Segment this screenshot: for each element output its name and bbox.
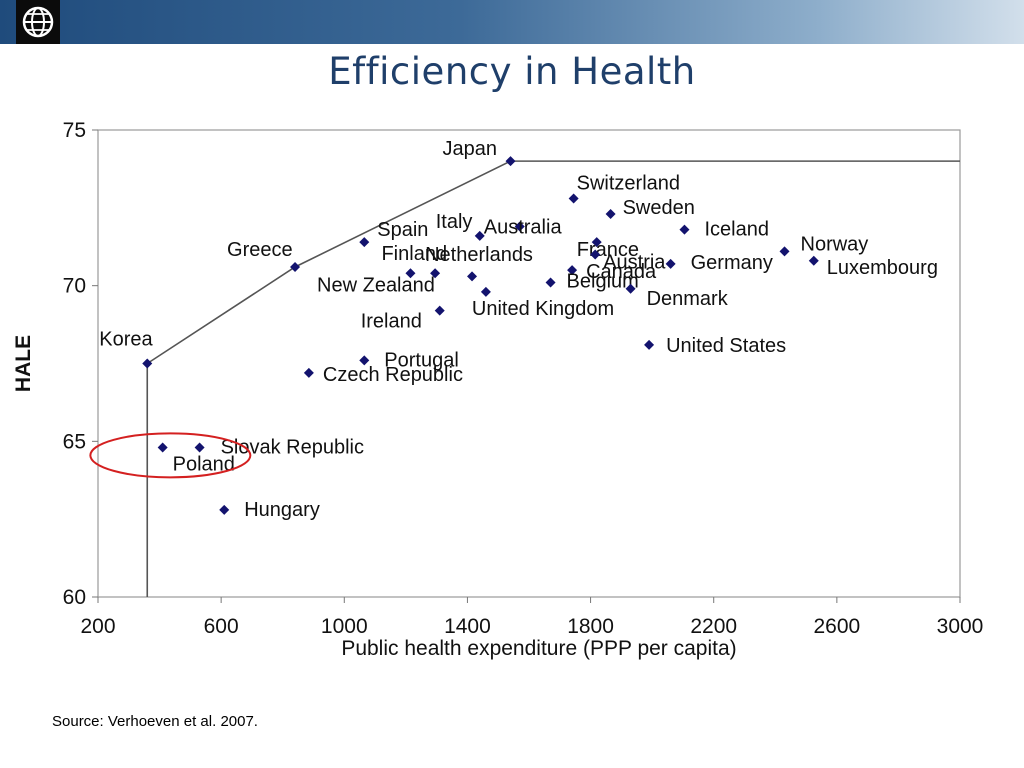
data-point (567, 265, 578, 276)
data-label: New Zealand (317, 274, 435, 296)
x-tick-label: 1400 (444, 615, 491, 638)
data-label: Austria (603, 252, 666, 274)
highlight-circle (89, 432, 252, 479)
data-label: Switzerland (577, 172, 680, 194)
y-tick-label: 60 (63, 586, 86, 609)
data-label: Portugal (384, 349, 459, 371)
data-label: Japan (443, 138, 498, 160)
source-note: Source: Verhoeven et al. 2007. (52, 713, 258, 730)
slide-title: Efficiency in Health (328, 50, 696, 93)
data-point (474, 230, 485, 241)
data-label: Czech Republic (323, 364, 463, 386)
data-point (157, 442, 168, 453)
data-point (590, 249, 601, 260)
y-axis-label: HALE (12, 335, 35, 392)
data-point (142, 358, 153, 369)
x-tick-label: 3000 (937, 615, 984, 638)
data-label: Netherlands (425, 244, 533, 266)
data-label: Italy (436, 211, 473, 233)
data-point (219, 504, 230, 515)
data-label: Belgium (567, 271, 639, 293)
x-tick-label: 2600 (813, 615, 860, 638)
x-tick-label: 1000 (321, 615, 368, 638)
data-point (808, 255, 819, 266)
data-label: Ireland (361, 311, 422, 333)
data-point (359, 237, 370, 248)
data-label: Finland (381, 243, 447, 265)
y-tick-label: 65 (63, 430, 86, 453)
x-tick-label: 600 (204, 615, 239, 638)
data-label: Australia (484, 217, 563, 239)
data-label: Greece (227, 239, 293, 261)
data-label: Germany (691, 252, 773, 274)
x-tick-label: 200 (80, 615, 115, 638)
x-axis-label: Public health expenditure (PPP per capit… (341, 637, 736, 660)
data-point (679, 224, 690, 235)
data-label: Hungary (244, 499, 320, 521)
data-point (568, 193, 579, 204)
data-label: United Kingdom (472, 298, 614, 320)
scatter-chart: 60 65 70 75 200 600 1000 1400 1800 2200 2600 3000 Pu… (12, 119, 984, 660)
data-label: Denmark (647, 288, 729, 310)
globe-icon (22, 6, 54, 38)
data-point (359, 355, 370, 366)
data-point (467, 271, 478, 282)
world-bank-logo (16, 0, 60, 44)
data-label: Canada (586, 261, 657, 283)
data-point (605, 209, 616, 220)
data-point (194, 442, 205, 453)
data-point (625, 283, 636, 294)
data-point (545, 277, 556, 288)
y-tick-label: 70 (63, 275, 86, 298)
data-label: Luxembourg (827, 257, 938, 279)
data-point (303, 367, 314, 378)
y-tick-label: 75 (63, 119, 86, 142)
header-bar (0, 0, 1024, 44)
data-label: Iceland (704, 219, 769, 241)
plot-frame (97, 129, 961, 598)
data-label: Norway (801, 233, 869, 255)
x-tick-label: 2200 (690, 615, 737, 638)
data-point (591, 237, 602, 248)
data-label: Korea (99, 329, 153, 351)
data-point (505, 156, 516, 167)
data-point (405, 268, 416, 279)
data-label: Slovak Republic (221, 437, 364, 459)
x-tick-label: 1800 (567, 615, 614, 638)
data-label: Spain (377, 219, 428, 241)
data-point (434, 305, 445, 316)
data-label: Poland (173, 454, 235, 476)
data-label: United States (666, 335, 786, 357)
data-point (480, 286, 491, 297)
data-point (430, 268, 441, 279)
data-point (665, 258, 676, 269)
data-point (514, 221, 525, 232)
data-label: Sweden (623, 197, 695, 219)
data-point (644, 339, 655, 350)
data-point (290, 261, 301, 272)
data-point (779, 246, 790, 257)
